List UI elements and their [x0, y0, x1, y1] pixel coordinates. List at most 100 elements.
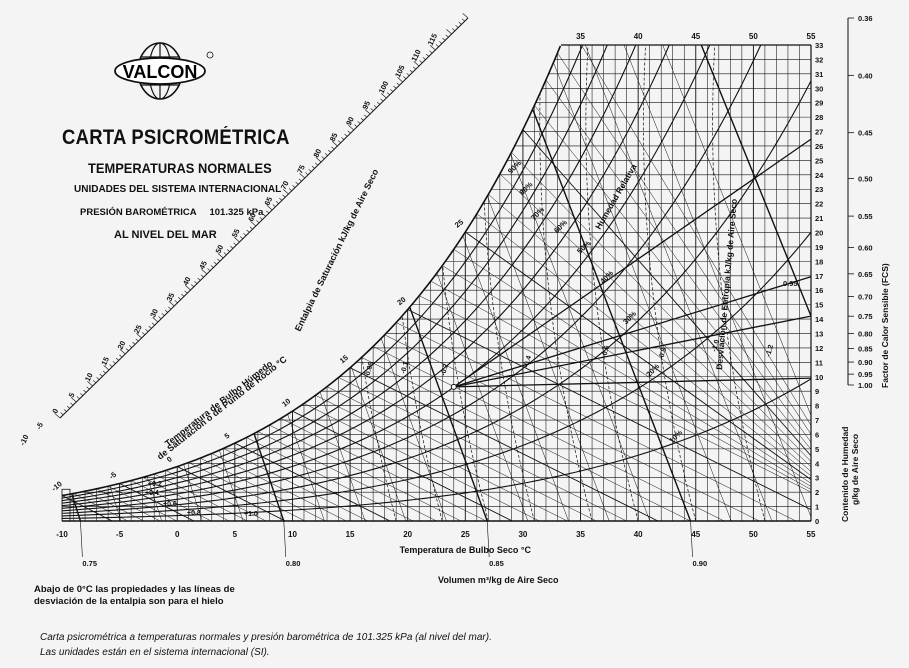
enthalpy-tick — [132, 341, 136, 345]
ice-region-box — [61, 488, 71, 522]
wet-bulb-tick-label: 25 — [453, 217, 465, 229]
pressure-label: PRESIÓN BAROMÉTRICA 101.325 kPa — [80, 207, 264, 218]
enthalpy-tick-label: 95 — [360, 99, 372, 110]
enthalpy-tick-label: 50 — [214, 243, 226, 254]
wet-bulb-line — [407, 309, 811, 521]
wet-bulb-line — [476, 213, 811, 521]
volume-line — [659, 45, 811, 521]
shf-tick-label: 0.80 — [858, 329, 873, 338]
enthalpy-tick-label: 35 — [165, 291, 177, 302]
x-tick-label: 10 — [288, 530, 297, 539]
rh-label: 90% — [506, 158, 523, 175]
enthalpy-deviation-label: +0.4 — [145, 490, 159, 497]
enthalpy-tick-label: 30 — [148, 307, 160, 318]
enthalpy-tick — [125, 348, 129, 352]
y-tick-label: 16 — [815, 286, 823, 295]
top-tick-label: 50 — [749, 32, 758, 41]
wet-bulb-tick-label: 15 — [338, 353, 350, 365]
enthalpy-tick — [54, 413, 61, 419]
enthalpy-tick — [396, 82, 400, 86]
wet-bulb-line — [349, 367, 659, 521]
enthalpy-tick — [311, 165, 315, 169]
enthalpy-tick — [419, 60, 423, 64]
enthalpy-tick — [452, 28, 456, 32]
enthalpy-tick — [341, 137, 345, 140]
enthalpy-tick — [249, 226, 253, 230]
enthalpy-tick-label: 65 — [263, 195, 275, 206]
enthalpy-tick — [213, 261, 217, 265]
enthalpy-tick — [380, 93, 387, 99]
enthalpy-deviation-label: -0.2 — [440, 363, 450, 377]
y-tick-label: 21 — [815, 214, 823, 223]
volume-tick-label: 0.85 — [489, 559, 504, 568]
y-tick-label: 9 — [815, 387, 819, 396]
enthalpy-tick — [363, 114, 368, 118]
enthalpy-tick — [288, 188, 292, 192]
wet-bulb-line — [396, 322, 797, 521]
enthalpy-tick — [174, 300, 178, 304]
enthalpy-tick — [93, 380, 97, 384]
enthalpy-deviation-curve — [585, 45, 639, 521]
volume-line — [468, 45, 692, 521]
enthalpy-tick — [298, 178, 302, 182]
logo-text: VALCON — [123, 62, 198, 82]
volume-line — [621, 45, 811, 521]
y-tick-label: 2 — [815, 488, 819, 497]
shf-tick-label: 0.40 — [858, 71, 873, 80]
enthalpy-tick — [354, 124, 358, 128]
wet-bulb-tick-label: 20 — [395, 295, 407, 307]
enthalpy-tick — [439, 41, 443, 44]
enthalpy-tick — [207, 268, 211, 272]
wet-bulb-tick-label: 0 — [165, 454, 174, 464]
enthalpy-tick — [272, 204, 276, 208]
enthalpy-tick-label: 0 — [50, 407, 60, 415]
enthalpy-tick — [168, 306, 172, 310]
enthalpy-tick — [194, 281, 198, 284]
enthalpy-tick-label: 80 — [311, 147, 323, 158]
enthalpy-deviation-label: -1.0 — [711, 339, 721, 353]
enthalpy-tick — [328, 149, 332, 153]
enthalpy-tick — [266, 210, 270, 214]
enthalpy-deviation-label: -1.2 — [765, 344, 775, 358]
enthalpy-tick — [200, 274, 204, 278]
enthalpy-tick — [262, 213, 266, 217]
enthalpy-tick — [315, 162, 319, 166]
x-tick-label: 30 — [518, 530, 527, 539]
enthalpy-tick — [324, 153, 328, 156]
enthalpy-tick — [161, 313, 165, 316]
relative-humidity-curve — [62, 80, 811, 514]
wet-bulb-line — [511, 152, 811, 521]
enthalpy-tick — [70, 402, 74, 406]
volume-tick-leader — [80, 520, 83, 558]
y-tick-label: 15 — [815, 301, 823, 310]
enthalpy-tick — [136, 333, 142, 339]
enthalpy-tick — [458, 21, 462, 25]
enthalpy-tick — [403, 76, 407, 80]
wet-bulb-line — [488, 194, 811, 521]
enthalpy-tick — [145, 329, 149, 332]
x-tick-label: 40 — [634, 530, 643, 539]
wet-bulb-line — [499, 173, 811, 521]
enthalpy-tick — [409, 69, 413, 73]
shf-tick-label: 0.45 — [858, 129, 873, 138]
ice-note: Abajo de 0°C las propiedades y las línea… — [34, 584, 235, 607]
wet-bulb-line — [442, 265, 811, 521]
enthalpy-tick — [152, 317, 159, 323]
wet-bulb-tick-label: 10 — [280, 396, 292, 408]
wet-bulb-tick-label: -5 — [107, 470, 118, 481]
y-tick-label: 22 — [815, 200, 823, 209]
enthalpy-tick-label: 110 — [409, 48, 422, 63]
volume-tick-leader — [486, 520, 490, 558]
wet-bulb-line — [384, 334, 760, 521]
enthalpy-deviation-label: -0.4 — [523, 355, 533, 369]
wet-bulb-line — [188, 462, 306, 521]
volume-axis-label: Volumen m³/kg de Aire Seco — [438, 575, 559, 585]
shf-tick-label: 0.60 — [858, 243, 873, 252]
y-tick-label: 1 — [815, 503, 819, 512]
enthalpy-tick-label: 40 — [181, 275, 193, 286]
enthalpy-tick — [246, 229, 250, 233]
enthalpy-deviation-curve — [539, 45, 593, 521]
enthalpy-tick — [308, 169, 312, 172]
shf-line — [453, 138, 812, 388]
